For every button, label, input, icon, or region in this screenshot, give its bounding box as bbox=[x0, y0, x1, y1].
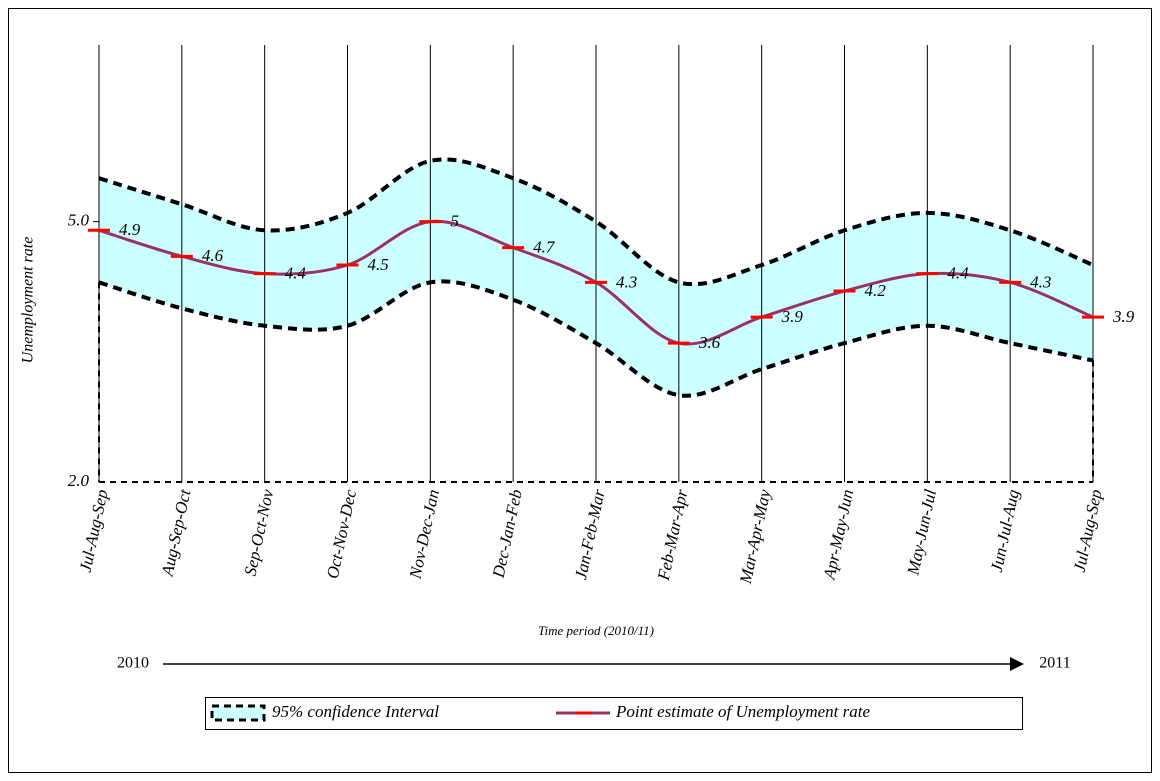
chart-border bbox=[8, 8, 1152, 773]
data-label: 3.9 bbox=[781, 307, 804, 326]
data-label: 4.2 bbox=[865, 281, 887, 300]
arrow-head bbox=[1010, 657, 1024, 671]
data-label: 4.9 bbox=[119, 220, 141, 239]
lower-bound bbox=[98, 279, 1094, 398]
data-label: 4.4 bbox=[285, 264, 307, 283]
data-label: 4.6 bbox=[202, 246, 224, 265]
data-label: 4.7 bbox=[533, 238, 556, 257]
y-tick-label: 2.0 bbox=[68, 471, 90, 490]
x-axis-label: Time period (2010/11) bbox=[538, 623, 654, 638]
data-label: 5 bbox=[450, 212, 459, 231]
data-label: 3.6 bbox=[698, 333, 721, 352]
legend-swatch-interval bbox=[210, 704, 266, 722]
y-axis-label: Unemployment rate bbox=[20, 237, 37, 364]
data-label: 4.5 bbox=[368, 255, 389, 274]
upper-bound bbox=[98, 157, 1094, 287]
legend bbox=[205, 697, 1023, 730]
y-tick-label: 5.0 bbox=[68, 211, 90, 230]
data-label: 4.4 bbox=[947, 264, 969, 283]
legend-label: Point estimate of Unemployment rate bbox=[615, 702, 870, 721]
data-label: 4.3 bbox=[1030, 272, 1051, 291]
data-label: 4.3 bbox=[616, 272, 637, 291]
data-label: 3.9 bbox=[1112, 307, 1135, 326]
end-label: 2011 bbox=[1039, 655, 1070, 672]
start-label: 2010 bbox=[117, 655, 149, 672]
legend-label: 95% confidence Interval bbox=[272, 702, 439, 721]
